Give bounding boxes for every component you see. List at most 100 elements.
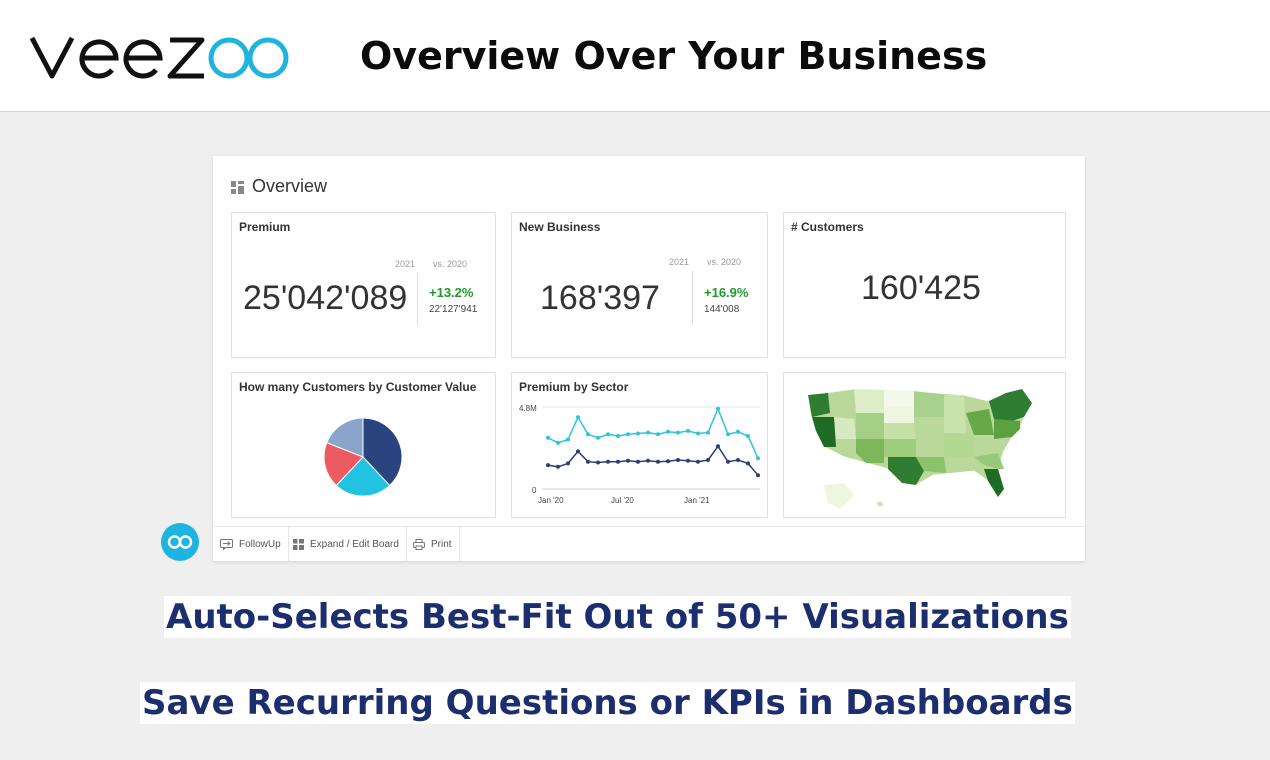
y-axis-top-label: 4.8M bbox=[519, 404, 537, 413]
us-choropleth-map bbox=[807, 388, 1033, 509]
data-point[interactable] bbox=[546, 463, 550, 468]
data-point[interactable] bbox=[626, 458, 630, 463]
kpi-delta: +16.9% bbox=[704, 285, 749, 300]
data-point[interactable] bbox=[686, 458, 690, 463]
expand-edit-board-label: Expand / Edit Board bbox=[310, 539, 399, 550]
tile-title: How many Customers by Customer Value bbox=[239, 380, 477, 394]
data-point[interactable] bbox=[586, 459, 590, 464]
x-tick-label: Jan '20 bbox=[538, 496, 564, 505]
data-point[interactable] bbox=[696, 459, 700, 464]
data-point[interactable] bbox=[566, 461, 570, 466]
data-point[interactable] bbox=[636, 459, 640, 464]
tile-us-map[interactable] bbox=[783, 372, 1066, 518]
data-point[interactable] bbox=[706, 458, 710, 462]
tile-title: Premium by Sector bbox=[519, 380, 629, 394]
data-point[interactable] bbox=[756, 456, 760, 461]
board-title-text: Overview bbox=[252, 176, 328, 196]
tile-premium-by-sector[interactable]: Premium by Sector 4.8M 0 Jan '20 Jul '20… bbox=[511, 372, 768, 518]
data-point[interactable] bbox=[746, 434, 750, 438]
state-dark bbox=[989, 389, 1032, 423]
data-point[interactable] bbox=[746, 461, 750, 466]
kpi-value: 160'425 bbox=[861, 269, 981, 307]
grid-icon bbox=[293, 539, 304, 550]
data-point[interactable] bbox=[586, 432, 590, 437]
data-point[interactable] bbox=[696, 431, 700, 436]
data-point[interactable] bbox=[576, 449, 580, 454]
data-point[interactable] bbox=[656, 432, 660, 437]
followup-label: FollowUp bbox=[239, 539, 281, 550]
kpi-value: 168'397 bbox=[540, 279, 660, 317]
expand-edit-board-button[interactable]: Expand / Edit Board bbox=[286, 527, 407, 562]
series-line bbox=[547, 406, 759, 459]
data-point[interactable] bbox=[636, 431, 640, 436]
data-point[interactable] bbox=[656, 459, 660, 464]
data-point[interactable] bbox=[666, 429, 670, 434]
veezoo-assistant-button[interactable] bbox=[161, 523, 199, 561]
state-light bbox=[834, 417, 856, 439]
data-point[interactable] bbox=[706, 430, 710, 435]
kpi-previous: 22'127'941 bbox=[429, 304, 478, 315]
data-point[interactable] bbox=[576, 415, 580, 420]
pie-slice[interactable] bbox=[326, 417, 364, 458]
data-point[interactable] bbox=[556, 440, 560, 445]
kpi-delta: +13.2% bbox=[429, 285, 474, 300]
series-line bbox=[547, 444, 759, 476]
data-point[interactable] bbox=[676, 430, 680, 435]
line-chart: 4.8M 0 Jan '20 Jul '20 Jan '21 bbox=[519, 404, 760, 505]
pie-slice[interactable] bbox=[362, 417, 403, 487]
data-point[interactable] bbox=[616, 459, 620, 464]
print-button[interactable]: Print bbox=[406, 527, 460, 562]
tile-customers[interactable]: # Customers 160'425 bbox=[783, 212, 1066, 358]
state-light bbox=[854, 389, 884, 413]
line-series-group bbox=[546, 406, 760, 478]
data-point[interactable] bbox=[736, 458, 740, 462]
state-hawaii bbox=[876, 501, 884, 507]
state-dark bbox=[984, 469, 1004, 497]
data-point[interactable] bbox=[546, 435, 550, 440]
pie-chart bbox=[323, 417, 403, 497]
state-dark bbox=[808, 393, 830, 417]
kpi-value: 25'042'089 bbox=[243, 279, 408, 317]
data-point[interactable] bbox=[616, 434, 620, 438]
data-point[interactable] bbox=[606, 459, 610, 464]
x-tick-label: Jul '20 bbox=[611, 496, 634, 505]
data-point[interactable] bbox=[726, 459, 730, 464]
data-point[interactable] bbox=[556, 464, 560, 469]
data-point[interactable] bbox=[666, 459, 670, 464]
printer-icon bbox=[413, 539, 425, 550]
board-footer: FollowUp Expand / Edit Board Print bbox=[213, 526, 1085, 562]
kpi-previous: 144'008 bbox=[704, 304, 740, 315]
data-point[interactable] bbox=[686, 428, 690, 433]
kpi-vs: vs. 2020 bbox=[707, 257, 742, 267]
data-point[interactable] bbox=[676, 458, 680, 462]
print-label: Print bbox=[431, 539, 452, 550]
data-point[interactable] bbox=[626, 432, 630, 437]
state-mid bbox=[974, 453, 1004, 469]
data-point[interactable] bbox=[716, 444, 720, 449]
tile-title: # Customers bbox=[791, 220, 864, 234]
data-point[interactable] bbox=[596, 435, 600, 440]
data-point[interactable] bbox=[756, 473, 760, 478]
data-point[interactable] bbox=[606, 432, 610, 437]
data-point[interactable] bbox=[646, 458, 650, 463]
tile-title: New Business bbox=[519, 220, 601, 234]
kpi-separator bbox=[417, 273, 418, 325]
state-mid bbox=[884, 423, 916, 439]
kpi-year: 2021 bbox=[395, 259, 416, 269]
data-point[interactable] bbox=[726, 432, 730, 437]
state-alaska bbox=[824, 483, 854, 509]
top-banner: veezoo Overview Over Your Business bbox=[0, 0, 1270, 112]
tile-customer-value-pie[interactable]: How many Customers by Customer Value bbox=[231, 372, 496, 518]
data-point[interactable] bbox=[716, 406, 720, 411]
pie-slice[interactable] bbox=[335, 456, 391, 497]
data-point[interactable] bbox=[646, 430, 650, 435]
data-point[interactable] bbox=[566, 437, 570, 442]
data-point[interactable] bbox=[596, 460, 600, 465]
veezoo-logo-icon bbox=[167, 535, 193, 549]
state-mid bbox=[944, 395, 966, 433]
followup-button[interactable]: FollowUp bbox=[213, 527, 289, 562]
tile-new-business[interactable]: New Business 2021 vs. 2020 168'397 +16.9… bbox=[511, 212, 768, 358]
data-point[interactable] bbox=[736, 429, 740, 434]
y-axis-zero-label: 0 bbox=[532, 486, 537, 495]
tile-premium[interactable]: Premium 2021 vs. 2020 25'042'089 +13.2% … bbox=[231, 212, 496, 358]
